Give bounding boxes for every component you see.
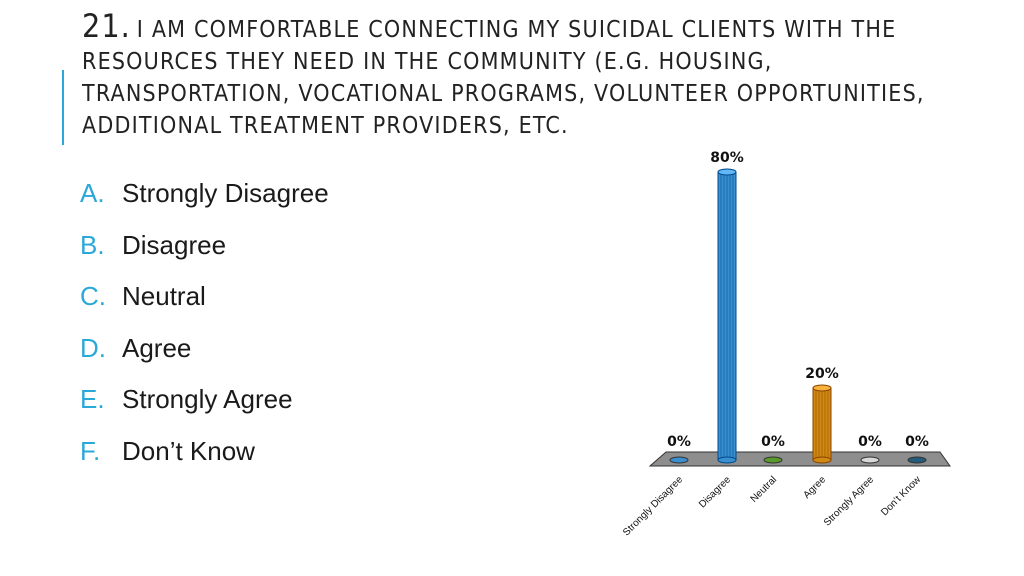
option-f: F. Don’t Know	[80, 426, 329, 478]
category-label: Disagree	[697, 474, 733, 510]
option-letter: C.	[80, 281, 106, 312]
option-letter: E.	[80, 384, 105, 415]
option-label: Strongly Disagree	[122, 178, 329, 209]
option-label: Don’t Know	[122, 435, 255, 466]
chart-floor	[648, 451, 951, 467]
option-label: Disagree	[122, 229, 227, 260]
option-letter: A.	[80, 178, 105, 209]
option-a: A. Strongly Disagree	[80, 168, 329, 220]
bar-disagree	[717, 168, 737, 464]
data-label: 0%	[858, 434, 882, 450]
data-label: 0%	[667, 434, 691, 450]
category-label: Agree	[801, 474, 828, 501]
option-letter: F.	[80, 435, 101, 466]
category-label: Don’t Know	[879, 474, 923, 518]
chart-category-labels: Strongly Disagree Disagree Neutral AgreeStr…	[621, 474, 924, 539]
option-label: Agree	[122, 332, 192, 363]
option-d: D. Agree	[80, 323, 329, 375]
bar-strongly-disagree	[669, 456, 689, 464]
option-e: E. Strongly Agree	[80, 374, 329, 426]
answer-options: A. Strongly Disagree B. Disagree C. Neutral…	[80, 168, 329, 477]
bar-neutral	[763, 456, 783, 464]
chart-bars	[669, 168, 927, 464]
data-label: 0%	[905, 434, 929, 450]
option-c: C. Neutral	[80, 271, 329, 323]
option-letter: B.	[80, 229, 105, 260]
category-label: Strongly Agree	[822, 474, 876, 528]
title-accent-bar	[62, 70, 64, 145]
option-letter: D.	[80, 332, 106, 363]
data-label: 20%	[805, 366, 839, 382]
category-label: Strongly Disagree	[621, 474, 685, 538]
bar-strongly-agree	[860, 456, 880, 464]
question-text: I am comfortable connecting my suicidal …	[82, 17, 925, 139]
data-label: 80%	[710, 150, 744, 166]
option-label: Neutral	[122, 281, 206, 312]
data-label: 0%	[761, 434, 785, 450]
option-b: B. Disagree	[80, 220, 329, 272]
slide-title: 21. I am comfortable connecting my suicid…	[82, 10, 942, 142]
category-label: Neutral	[749, 474, 780, 505]
chart-data-labels: 0% 80% 0% 20% 0% 0%	[667, 150, 929, 450]
bar-agree	[812, 384, 832, 464]
question-number: 21.	[82, 7, 131, 45]
bar-don-t-know	[907, 456, 927, 464]
option-label: Strongly Agree	[122, 384, 293, 415]
